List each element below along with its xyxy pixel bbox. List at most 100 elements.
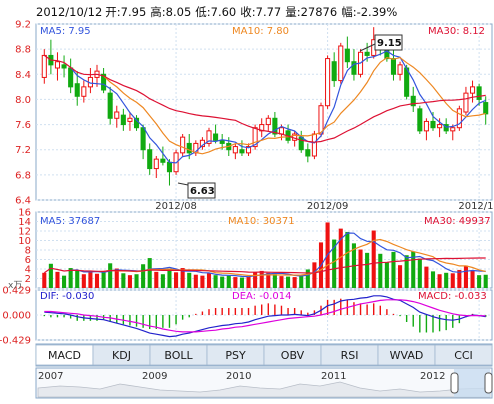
candle-body [140,127,146,151]
tab-rsi[interactable]: RSI [320,344,379,366]
legend-dea: DEA: -0.014 [232,291,291,302]
volume-bar [286,276,291,288]
volume-bar [134,274,139,288]
candle [456,105,462,131]
tab-obv[interactable]: OBV [263,344,322,366]
close-label: 收: [240,5,255,19]
candle-body [81,86,87,97]
candle [114,105,120,128]
candle-body [127,117,133,122]
price-tick-label: 7.6 [15,120,31,131]
volume-bar [404,255,409,288]
low-label: 低: [195,5,210,19]
macd-tick-label: -0.429 [0,336,31,347]
candle-body [41,54,47,78]
candle [450,124,456,141]
candle-body [213,133,219,141]
candle-body [437,124,443,129]
volume-bar [450,273,455,288]
price-tick-label: 8.4 [15,70,31,81]
navigator-left-handle[interactable] [450,372,459,394]
volume-bar [417,258,422,288]
candle [160,146,166,166]
open-label: 开: [105,5,120,19]
candle-body [423,120,429,132]
tab-psy[interactable]: PSY [206,344,265,366]
candle [147,143,153,175]
legend-vol-ma10: MA10: 30371 [228,216,295,227]
candle-body [397,64,403,75]
tab-boll[interactable]: BOLL [149,344,208,366]
candle-body [160,158,166,163]
candle [417,105,423,134]
volume-bar [470,270,475,288]
volume-bar [220,276,225,288]
candle-body [68,67,74,88]
volume-bar [233,277,238,288]
change-value: -2.39% [357,5,398,19]
volume-bar [411,251,416,288]
candle [469,80,476,103]
volume-value: 27876 [301,5,338,19]
candle-body [265,117,271,126]
legend-ma5: MA5: 7.95 [40,26,91,37]
candlestick-series [41,27,489,186]
volume-bar [391,251,396,288]
tab-wvad[interactable]: WVAD [377,344,436,366]
candle [338,42,344,84]
volume-bar [378,253,383,288]
tab-label: KDJ [112,349,131,362]
volume-bar [279,276,284,288]
volume-bar [94,273,100,288]
candle [463,86,469,116]
navigator-right-handle[interactable] [484,372,493,394]
tab-label: RSI [341,349,359,362]
volume-bar [55,271,60,288]
candle [74,71,80,106]
candle-body [456,108,462,129]
volume-bar [312,262,317,288]
tab-kdj[interactable]: KDJ [92,344,151,366]
open-value: 7.95 [121,5,147,19]
volume-bar [154,271,159,288]
volume-bar [108,263,113,288]
volume-bar [206,273,212,288]
price-tick-label: 8.0 [15,95,31,106]
quote-date: 2012/10/12 [36,5,102,19]
candle [265,115,271,131]
date-axis: 2012/08 2012/09 2012/10 [155,201,494,212]
tab-background [434,344,493,366]
candle-body [476,86,482,100]
ma10-line [103,56,486,155]
candle-body [219,139,225,144]
candle [331,52,337,87]
volume-bar [187,272,192,288]
candle [213,124,219,144]
candle [101,68,107,94]
volume-tick-label: 10 [18,236,31,247]
tab-label: WVAD [390,349,424,362]
candle [443,118,449,134]
volume-tick-label: 14 [18,217,31,228]
candle [397,61,403,81]
candle-body [166,161,173,173]
candle-body [410,95,416,107]
candle-body [331,61,337,82]
grid-lines [36,23,492,341]
volume-bar [437,274,442,288]
volume-bar [463,265,468,288]
tab-macd[interactable]: MACD [35,344,94,366]
navigator-selection[interactable] [454,369,490,397]
navigator-year-label: 2011 [321,371,346,382]
candle-body [430,120,436,129]
candle [232,143,238,160]
candle-body [298,136,304,151]
change-label: 幅: [341,5,356,19]
volume-bar [299,276,304,288]
candle-body [469,86,476,94]
tab-cci[interactable]: CCI [434,344,493,366]
volume-bar [81,274,86,288]
candle [410,86,416,112]
candle [206,127,212,147]
